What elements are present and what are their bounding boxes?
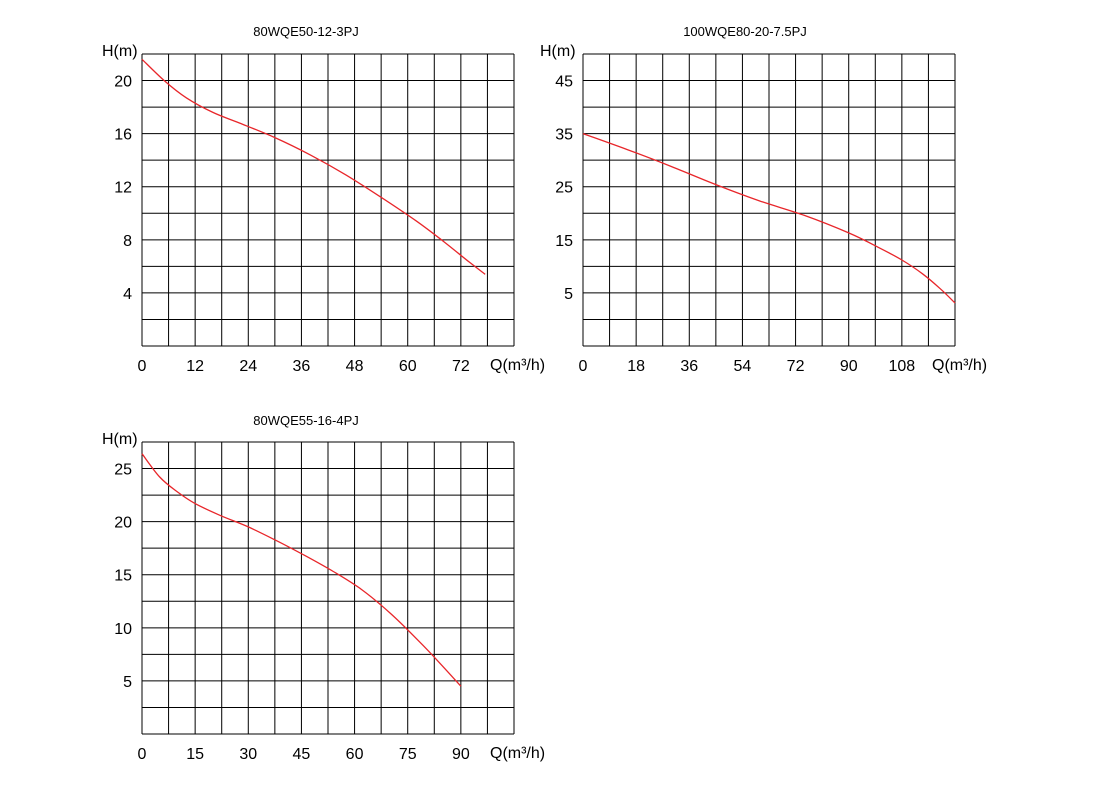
- x-tick-label: 48: [346, 358, 364, 375]
- x-tick-label: 72: [787, 358, 805, 375]
- y-tick-label: 12: [114, 180, 132, 197]
- x-tick-label: 15: [186, 746, 204, 763]
- y-tick-label: 25: [555, 180, 573, 197]
- y-tick-labels: 4 8 12 16 20: [114, 74, 132, 303]
- y-tick-label: 15: [114, 568, 132, 585]
- chart-100wqe80: 100WQE80-20-7.5PJ H(m) Q(m³/h) 0 18 36 54 72…: [540, 24, 987, 375]
- y-tick-label: 16: [114, 127, 132, 144]
- series: [582, 132, 956, 304]
- x-tick-labels: 0 12 24 36 48 60 72: [138, 358, 470, 375]
- chart-title: 80WQE50-12-3PJ: [253, 24, 359, 39]
- series: [141, 453, 462, 687]
- x-tick-label: 24: [239, 358, 257, 375]
- grid: [141, 441, 515, 735]
- x-tick-label: 18: [627, 358, 645, 375]
- performance-curve-line: [141, 453, 462, 687]
- y-tick-label: 4: [123, 286, 132, 303]
- y-axis-label: H(m): [102, 431, 138, 448]
- x-axis-label: Q(m³/h): [490, 357, 545, 374]
- x-tick-label: 30: [239, 746, 257, 763]
- y-tick-labels: 5 10 15 20 25: [114, 462, 132, 691]
- x-axis-label: Q(m³/h): [932, 357, 987, 374]
- x-tick-label: 36: [293, 358, 311, 375]
- y-tick-label: 8: [123, 233, 132, 250]
- x-tick-label: 108: [889, 358, 916, 375]
- chart-title: 80WQE55-16-4PJ: [253, 413, 359, 428]
- grid: [141, 53, 515, 347]
- y-tick-label: 5: [123, 674, 132, 691]
- x-tick-label: 0: [138, 746, 147, 763]
- x-tick-labels: 0 15 30 45 60 75 90: [138, 746, 470, 763]
- y-tick-label: 25: [114, 462, 132, 479]
- x-tick-label: 45: [293, 746, 311, 763]
- x-tick-label: 90: [840, 358, 858, 375]
- chart-80wqe55: 80WQE55-16-4PJ H(m) Q(m³/h) 0 15 30 45 60 75 9…: [102, 413, 545, 763]
- performance-curve-line: [582, 132, 956, 304]
- chart-80wqe50: 80WQE50-12-3PJ H(m) Q(m³/h) 0 12 24 36 48 60 7…: [102, 24, 545, 375]
- x-axis-label: Q(m³/h): [490, 745, 545, 762]
- x-tick-label: 60: [346, 746, 364, 763]
- x-tick-label: 72: [452, 358, 470, 375]
- y-tick-label: 10: [114, 621, 132, 638]
- x-tick-label: 90: [452, 746, 470, 763]
- y-axis-label: H(m): [102, 43, 138, 60]
- y-tick-label: 35: [555, 127, 573, 144]
- x-tick-label: 60: [399, 358, 417, 375]
- y-tick-label: 5: [564, 286, 573, 303]
- performance-curve-line: [141, 58, 486, 275]
- grid: [582, 53, 956, 347]
- y-tick-label: 20: [114, 515, 132, 532]
- y-axis-label: H(m): [540, 43, 576, 60]
- y-tick-labels: 5 15 25 35 45: [555, 74, 573, 303]
- y-tick-label: 15: [555, 233, 573, 250]
- series: [141, 58, 486, 275]
- y-tick-label: 45: [555, 74, 573, 91]
- y-tick-label: 20: [114, 74, 132, 91]
- x-tick-label: 75: [399, 746, 417, 763]
- x-tick-label: 54: [734, 358, 752, 375]
- chart-title: 100WQE80-20-7.5PJ: [683, 24, 807, 39]
- x-tick-label: 12: [186, 358, 204, 375]
- x-tick-label: 0: [579, 358, 588, 375]
- x-tick-labels: 0 18 36 54 72 90 108: [579, 358, 916, 375]
- x-tick-label: 0: [138, 358, 147, 375]
- x-tick-label: 36: [680, 358, 698, 375]
